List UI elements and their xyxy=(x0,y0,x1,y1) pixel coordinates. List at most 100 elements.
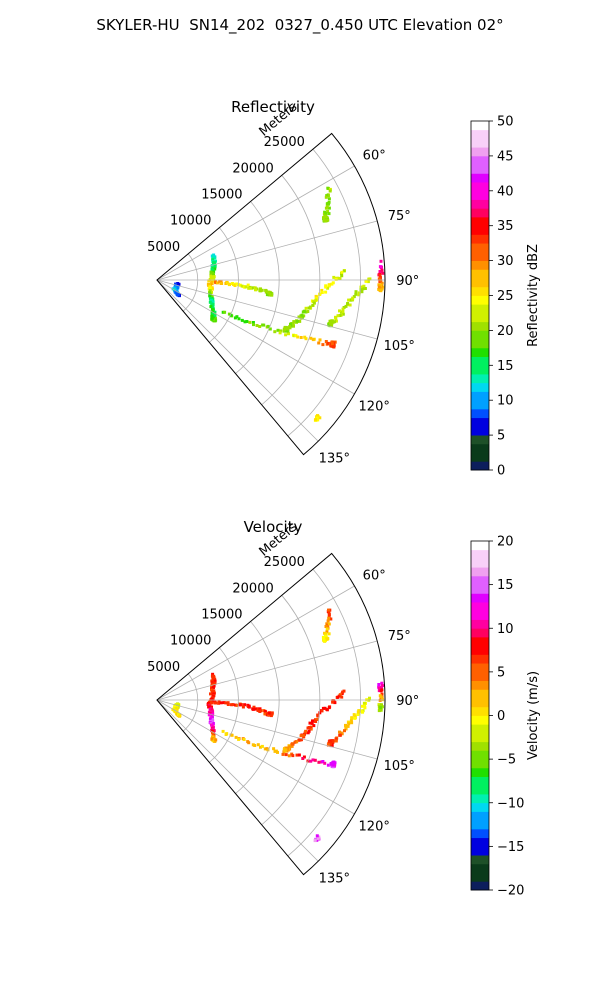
echo-gate xyxy=(356,713,360,716)
echo-gate xyxy=(322,218,326,222)
colorbar-tick-label: 0 xyxy=(497,464,505,479)
echo-gate xyxy=(213,679,217,683)
colorbar-level xyxy=(471,426,489,436)
echo-oblique-line-b xyxy=(327,277,372,328)
echo-gate xyxy=(325,622,329,626)
colorbar-level xyxy=(471,147,489,157)
colorbar-level xyxy=(471,461,489,471)
echo-gate xyxy=(215,281,219,285)
echo-gate xyxy=(229,733,233,737)
echo-gate xyxy=(213,267,217,271)
echo-gate xyxy=(211,268,215,272)
echo-oblique-line-a xyxy=(282,689,346,753)
echo-gate xyxy=(214,738,218,742)
echo-gate xyxy=(297,315,301,319)
colorbar-level xyxy=(471,680,489,690)
echo-gate xyxy=(350,716,354,720)
colorbar-level xyxy=(471,339,489,349)
echo-gate xyxy=(327,212,331,216)
echo-gate xyxy=(267,291,271,295)
echo-gate xyxy=(249,286,253,290)
echo-gate xyxy=(297,738,301,742)
colorbar-level xyxy=(471,435,489,445)
echo-gate xyxy=(304,310,308,314)
panel-reflectivity: Reflectivity500010000150002000025000Mete… xyxy=(147,98,541,479)
angle-tick-label: 120° xyxy=(359,819,390,834)
colorbar-level xyxy=(471,400,489,410)
echo-gate xyxy=(316,836,320,840)
echo-gate xyxy=(209,270,213,274)
echo-gate xyxy=(349,719,353,723)
echo-gate xyxy=(328,321,332,325)
echo-gate xyxy=(238,283,242,287)
echo-gate xyxy=(377,689,381,693)
echo-gate xyxy=(176,293,180,297)
grid-spoke xyxy=(156,165,355,281)
colorbar-level xyxy=(471,121,489,131)
radial-tick-label: 15000 xyxy=(201,607,242,622)
echo-echo-near-135 xyxy=(313,834,321,843)
echo-gate xyxy=(343,729,346,733)
echo-gate xyxy=(334,277,338,281)
echo-gate xyxy=(175,708,179,712)
colorbar-level xyxy=(471,828,489,839)
echo-gate xyxy=(260,288,264,292)
radial-tick-label: 10000 xyxy=(170,214,211,229)
echo-gate xyxy=(350,721,354,725)
colorbar-level xyxy=(471,750,489,760)
echo-gate xyxy=(263,747,267,751)
colorbar-level xyxy=(471,820,489,830)
echo-gate xyxy=(276,750,279,754)
grid-arc xyxy=(287,148,361,437)
angle-tick-label: 75° xyxy=(388,209,411,224)
echo-gate xyxy=(207,705,211,709)
echo-gate xyxy=(178,714,182,718)
colorbar-level xyxy=(471,794,489,804)
echo-gate xyxy=(292,324,295,328)
echo-gate xyxy=(321,343,325,347)
colorbar-tick-label: 5 xyxy=(497,429,505,444)
echo-gate xyxy=(243,320,247,324)
echo-gate xyxy=(210,684,213,688)
echo-gate xyxy=(316,418,320,422)
grid-spoke xyxy=(156,585,355,701)
echo-gate xyxy=(289,322,292,326)
echo-gate xyxy=(312,301,316,305)
echo-gate xyxy=(211,712,215,716)
echo-gate xyxy=(314,720,318,723)
echo-gate xyxy=(366,280,370,284)
colorbar-level xyxy=(471,295,489,305)
echo-long-radial-line-92 xyxy=(213,700,274,718)
echo-gate xyxy=(309,336,313,340)
angle-tick-label: 75° xyxy=(388,629,411,644)
echo-gate xyxy=(338,314,342,317)
echo-gate xyxy=(295,319,299,323)
grid xyxy=(156,148,385,442)
echo-gate xyxy=(378,698,382,702)
angle-tick-label: 105° xyxy=(384,759,415,774)
echo-gate xyxy=(270,712,273,716)
echo-gate xyxy=(346,302,350,305)
echo-gate xyxy=(339,731,343,735)
echo-gate xyxy=(209,298,213,302)
colorbar-level xyxy=(471,654,489,664)
echo-gate xyxy=(324,340,328,343)
echo-gate xyxy=(342,306,346,309)
colorbar-level xyxy=(471,855,489,865)
echo-gate xyxy=(288,326,292,330)
figure-title: SKYLER-HU SN14_202 0327_0.450 UTC Elevat… xyxy=(96,16,504,34)
echo-gate xyxy=(330,761,334,765)
echo-gate xyxy=(321,760,325,763)
echo-gate xyxy=(208,717,212,721)
echo-gate xyxy=(340,274,344,278)
colorbar-level xyxy=(471,304,489,314)
colorbar-level xyxy=(471,129,489,139)
echo-gate xyxy=(295,740,299,744)
echo-gate xyxy=(329,344,333,348)
echo-gate xyxy=(327,206,331,210)
grid-arc xyxy=(209,227,239,343)
echo-gate xyxy=(287,754,291,758)
echo-gate xyxy=(362,701,366,705)
radial-tick-label: 25000 xyxy=(264,135,305,150)
echo-gate xyxy=(233,284,237,287)
